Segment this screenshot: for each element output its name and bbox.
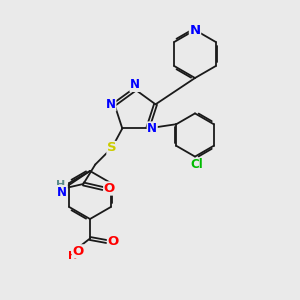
Text: N: N <box>147 122 157 135</box>
Text: O: O <box>107 235 119 248</box>
Text: N: N <box>106 98 116 111</box>
Text: Cl: Cl <box>190 158 203 172</box>
Text: H: H <box>68 250 77 261</box>
Text: N: N <box>57 186 67 199</box>
Text: N: N <box>130 78 140 92</box>
Text: H: H <box>56 180 65 190</box>
Text: S: S <box>107 142 117 154</box>
Text: O: O <box>72 245 84 258</box>
Text: N: N <box>189 23 201 37</box>
Text: O: O <box>104 182 115 195</box>
